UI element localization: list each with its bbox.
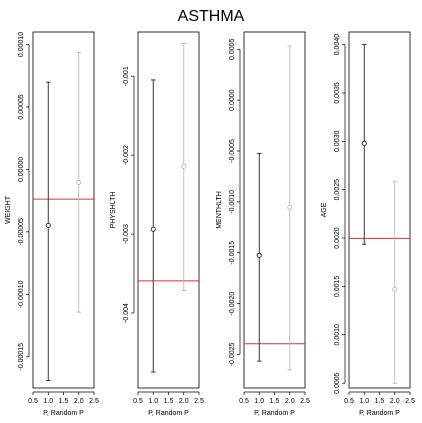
panel-physhlth: 0.5 1.0 1.5 2.0 2.5 P, Random P -0.004 -0.003 -0… <box>110 31 204 417</box>
y-tick-label: 0.0005 <box>334 372 341 394</box>
x-tick-label: 1.5 <box>164 398 174 405</box>
y-tick-label: -0.00015 <box>18 343 25 371</box>
x-tick-label: 2.0 <box>179 398 189 405</box>
plot-frame <box>348 31 411 389</box>
x-tick-label: 0.5 <box>28 398 38 405</box>
y-tick-label: -0.001 <box>123 66 130 86</box>
y-tick-label: -0.00005 <box>18 218 25 246</box>
y-axis-title: PHYSHLTH <box>110 192 117 229</box>
y-tick-label: -0.0025 <box>229 342 236 366</box>
x-tick-label: 0.5 <box>133 398 143 405</box>
estimate-2 <box>287 45 293 371</box>
y-tick-label: -0.002 <box>123 145 130 165</box>
x-tick-label: 2.0 <box>390 398 400 405</box>
chart-panels: 0.5 1.0 1.5 2.0 2.5 P, Random P -0.00015 -0.000… <box>5 31 415 417</box>
y-tick-label: -0.00010 <box>18 280 25 308</box>
y-tick-label: 0.0035 <box>334 82 341 104</box>
estimate-1 <box>150 79 156 373</box>
y-tick-label: -0.004 <box>123 303 130 323</box>
x-tick-label: 2.5 <box>194 398 204 405</box>
x-axis-title: P, Random P <box>359 410 400 417</box>
point-estimate <box>181 163 187 169</box>
figure-title: ASTHMA <box>178 8 245 25</box>
y-tick-label: 0.00005 <box>18 94 25 119</box>
point-estimate <box>76 179 82 185</box>
x-tick-label: 1.0 <box>148 398 158 405</box>
y-tick-label: 0.00010 <box>18 32 25 57</box>
y-tick-label: 0.0030 <box>334 131 341 153</box>
point-estimate <box>150 226 156 232</box>
x-tick-label: 0.5 <box>239 398 249 405</box>
y-tick-label: 0.0005 <box>229 38 236 60</box>
x-tick-label: 1.0 <box>43 398 53 405</box>
point-estimate <box>45 222 51 228</box>
y-tick-label: 0.00000 <box>18 157 25 182</box>
estimate-2 <box>392 180 398 384</box>
panel-weight: 0.5 1.0 1.5 2.0 2.5 P, Random P -0.00015 -0.000… <box>5 31 99 417</box>
point-estimate <box>256 252 262 258</box>
y-axis-title: MENTHLTH <box>216 191 223 229</box>
x-tick-label: 0.5 <box>344 398 354 405</box>
y-tick-label: -0.0010 <box>229 190 236 214</box>
y-tick-label: -0.0015 <box>229 241 236 265</box>
x-tick-label: 2.5 <box>89 398 99 405</box>
y-tick-label: -0.0020 <box>229 292 236 316</box>
y-tick-label: 0.0020 <box>334 227 341 249</box>
point-estimate <box>287 204 293 210</box>
x-tick-label: 1.0 <box>254 398 264 405</box>
x-tick-label: 1.0 <box>359 398 369 405</box>
x-tick-label: 2.0 <box>285 398 295 405</box>
y-tick-label: -0.003 <box>123 224 130 244</box>
point-estimate <box>361 140 367 146</box>
x-tick-label: 1.5 <box>270 398 280 405</box>
y-tick-label: -0.0005 <box>229 139 236 163</box>
estimate-2 <box>181 42 187 292</box>
y-tick-label: 0.0015 <box>334 276 341 298</box>
y-tick-label: 0.0040 <box>334 34 341 56</box>
x-tick-label: 1.5 <box>59 398 69 405</box>
y-tick-label: 0.0000 <box>229 89 236 111</box>
x-axis-title: P, Random P <box>254 410 295 417</box>
plot-frame <box>32 31 95 389</box>
estimate-1 <box>256 152 262 362</box>
estimate-1 <box>361 43 367 245</box>
y-tick-label: 0.0025 <box>334 179 341 201</box>
point-estimate <box>392 286 398 292</box>
y-tick-label: 0.0010 <box>334 324 341 346</box>
panel-age: 0.5 1.0 1.5 2.0 2.5 P, Random P 0.0005 0.0010 0.… <box>321 31 415 417</box>
x-tick-label: 2.5 <box>300 398 310 405</box>
plot-frame <box>137 31 200 389</box>
y-axis-title: WEIGHT <box>5 195 12 224</box>
x-tick-label: 1.5 <box>375 398 385 405</box>
panel-menthlth: 0.5 1.0 1.5 2.0 2.5 P, Random P -0.0025 -0.0020… <box>216 31 310 417</box>
estimate-2 <box>76 52 82 313</box>
y-axis-title: AGE <box>321 202 328 217</box>
x-tick-label: 2.0 <box>74 398 84 405</box>
x-tick-label: 2.5 <box>405 398 415 405</box>
x-axis-title: P, Random P <box>148 410 189 417</box>
estimate-1 <box>45 81 51 381</box>
plot-frame <box>243 31 306 389</box>
x-axis-title: P, Random P <box>43 410 84 417</box>
